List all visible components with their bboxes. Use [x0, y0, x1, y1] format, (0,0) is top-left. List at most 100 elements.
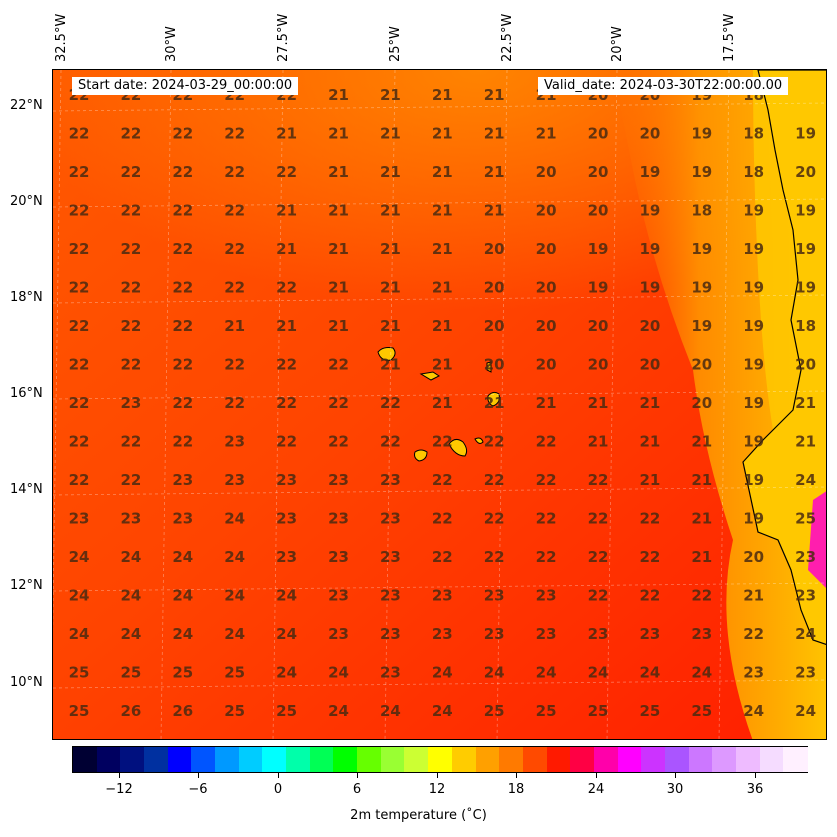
temperature-value: 23 [276, 471, 297, 489]
temperature-value: 25 [172, 664, 193, 682]
temperature-value: 25 [224, 702, 245, 720]
temperature-value: 20 [484, 240, 505, 258]
temperature-value: 21 [691, 471, 712, 489]
temperature-value: 24 [276, 625, 297, 643]
temperature-value: 24 [328, 664, 349, 682]
temperature-value: 24 [795, 471, 816, 489]
temperature-value: 21 [328, 279, 349, 297]
temperature-value: 20 [536, 356, 557, 374]
temperature-value: 24 [276, 664, 297, 682]
colorbar-segment [735, 747, 761, 772]
temperature-value: 22 [224, 163, 245, 181]
temperature-value: 24 [276, 587, 297, 605]
temperature-value: 22 [172, 433, 193, 451]
temperature-value: 21 [432, 240, 453, 258]
temperature-value: 23 [120, 394, 141, 412]
temperature-value: 23 [328, 510, 349, 528]
colorbar-tickmark [437, 773, 438, 778]
temperature-value: 22 [224, 240, 245, 258]
temperature-value: 23 [432, 625, 453, 643]
temperature-value: 23 [795, 548, 816, 566]
temperature-value: 25 [639, 702, 660, 720]
island-santo-antao [377, 347, 396, 361]
temperature-value: 22 [120, 125, 141, 143]
temperature-value: 23 [743, 664, 764, 682]
temperature-value: 22 [432, 510, 453, 528]
temperature-value: 18 [743, 163, 764, 181]
temperature-value: 21 [328, 125, 349, 143]
temperature-value: 22 [224, 394, 245, 412]
colorbar-segment [167, 747, 192, 772]
temperature-value: 22 [536, 433, 557, 451]
temperature-value: 18 [795, 317, 816, 335]
temperature-value: 21 [328, 163, 349, 181]
temperature-value: 21 [743, 587, 764, 605]
temperature-value: 21 [432, 317, 453, 335]
temperature-value: 21 [484, 202, 505, 220]
temperature-value: 20 [588, 202, 609, 220]
temperature-value: 21 [484, 125, 505, 143]
temperature-value: 21 [380, 279, 401, 297]
temperature-value: 22 [484, 433, 505, 451]
temperature-map: 22 22 22 22 22 21 21 21 21 21 20 20 19 18 22 22 22 22 21 21… [52, 69, 827, 740]
island-sal [486, 361, 492, 373]
temperature-value: 25 [120, 664, 141, 682]
temperature-value: 18 [691, 202, 712, 220]
temperature-value: 22 [120, 163, 141, 181]
temperature-value: 22 [432, 471, 453, 489]
temperature-value: 19 [588, 240, 609, 258]
longitude-label: 20°W [610, 26, 625, 62]
temperature-value: 19 [795, 202, 816, 220]
temperature-value: 19 [795, 279, 816, 297]
temperature-value: 20 [588, 317, 609, 335]
temperature-value: 24 [536, 664, 557, 682]
temperature-value: 21 [484, 394, 505, 412]
temperature-value: 21 [276, 202, 297, 220]
temperature-value: 23 [276, 548, 297, 566]
temperature-value: 24 [432, 702, 453, 720]
temperature-value: 23 [691, 625, 712, 643]
start-date-label: Start date: 2024-03-29_00:00:00 [72, 77, 299, 95]
temperature-value: 24 [120, 587, 141, 605]
colorbar-segment [664, 747, 690, 772]
temperature-value: 22 [224, 202, 245, 220]
colorbar-tickmark [596, 773, 597, 778]
temperature-value: 24 [224, 625, 245, 643]
temperature-value: 21 [380, 356, 401, 374]
colorbar-tickmark [516, 773, 517, 778]
colorbar-segment [688, 747, 713, 772]
temperature-value: 22 [328, 356, 349, 374]
colorbar-segment [641, 747, 666, 772]
temperature-value: 20 [536, 202, 557, 220]
temperature-value: 23 [536, 625, 557, 643]
colorbar-tick-label: 36 [746, 782, 764, 797]
colorbar-segment [120, 747, 145, 772]
temperature-value: 19 [743, 471, 764, 489]
temperature-value: 21 [380, 125, 401, 143]
temperature-value: 21 [328, 240, 349, 258]
temperature-value: 21 [380, 317, 401, 335]
temperature-value: 19 [743, 510, 764, 528]
colorbar-tickmark [278, 773, 279, 778]
temperature-value: 22 [276, 356, 297, 374]
colorbar-tickmark [119, 773, 120, 778]
temperature-value: 24 [224, 510, 245, 528]
colorbar-segment [286, 747, 311, 772]
meridian-line [160, 70, 172, 739]
temperature-value: 18 [743, 125, 764, 143]
island-fogo [414, 449, 428, 462]
temperature-value: 22 [484, 471, 505, 489]
temperature-value: 25 [69, 702, 90, 720]
latitude-label: 12°N [10, 578, 43, 593]
temperature-value: 24 [795, 625, 816, 643]
temperature-value: 24 [743, 702, 764, 720]
temperature-value: 20 [536, 279, 557, 297]
temperature-value: 22 [536, 548, 557, 566]
temperature-value: 21 [691, 433, 712, 451]
temperature-value: 25 [691, 702, 712, 720]
colorbar-label: 2m temperature (˚C) [350, 808, 487, 823]
temperature-value: 19 [743, 394, 764, 412]
temperature-value: 22 [588, 471, 609, 489]
latitude-label: 22°N [10, 98, 43, 113]
colorbar-segment [262, 747, 287, 772]
